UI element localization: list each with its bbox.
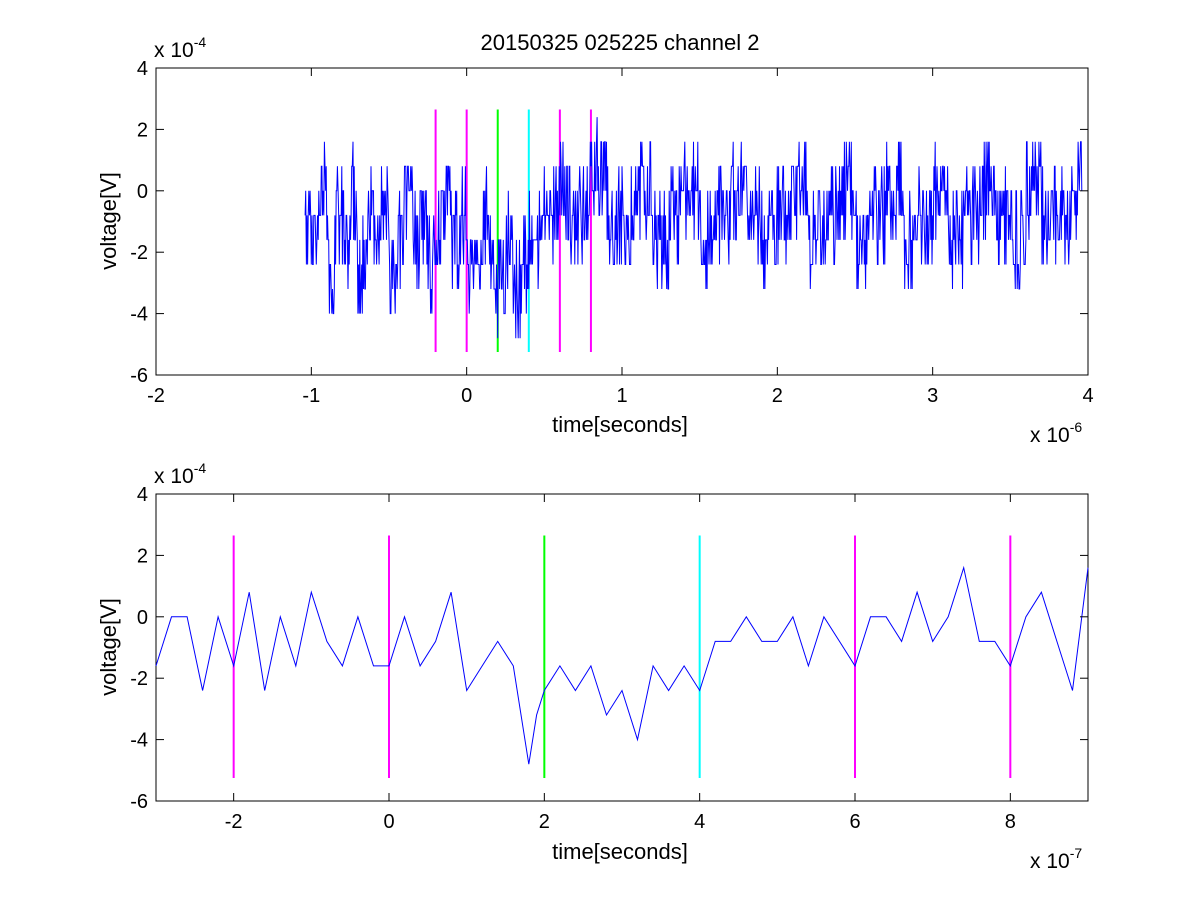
top-x-tick-label: -1 (302, 385, 320, 407)
top-y-tick-label: -2 (130, 242, 148, 264)
bottom-x-exponent: x 10-7 (1030, 845, 1082, 873)
bottom-x-tick-label: 8 (1005, 811, 1016, 833)
top-x-tick-label: 1 (616, 385, 627, 407)
bottom-y-tick-label: 4 (137, 484, 148, 506)
bottom-x-tick-label: 4 (694, 811, 705, 833)
bottom-x-tick-label: 6 (849, 811, 860, 833)
top-x-tick-label: 2 (772, 385, 783, 407)
bottom-y-tick-label: -4 (130, 730, 148, 752)
bottom-y-tick-label: -2 (130, 668, 148, 690)
top-y-tick-label: -4 (130, 304, 148, 326)
top-y-tick-label: 4 (137, 58, 148, 80)
top-x-tick-label: 3 (927, 385, 938, 407)
top-x-tick-label: 0 (461, 385, 472, 407)
top-x-tick-label: -2 (147, 385, 165, 407)
top-subplot: 20150325 025225 channel 2 -2 -1 0 1 2 3 4 4 2 0 -… (96, 30, 1094, 447)
bottom-x-tick-label: -2 (225, 811, 243, 833)
bottom-y-tick-label: -6 (130, 791, 148, 813)
bottom-x-tick-label: 2 (539, 811, 550, 833)
bottom-x-axis-label: time[seconds] (552, 839, 688, 864)
bottom-y-tick-label: 2 (137, 545, 148, 567)
top-x-axis-label: time[seconds] (552, 412, 688, 437)
bottom-x-tick-label: 0 (383, 811, 394, 833)
bottom-plot-frame (155, 493, 1089, 802)
chart-title: 20150325 025225 channel 2 (481, 30, 760, 55)
bottom-y-tick-label: 0 (137, 607, 148, 629)
top-x-exponent: x 10-6 (1030, 419, 1082, 447)
top-y-tick-label: 0 (137, 181, 148, 203)
top-y-tick-label: 2 (137, 119, 148, 141)
bottom-voltage-trace (155, 565, 1089, 765)
top-y-axis-label: voltage[V] (96, 172, 121, 270)
top-y-exponent: x 10-4 (154, 34, 206, 62)
bottom-y-exponent: x 10-4 (154, 460, 206, 488)
top-y-tick-label: -6 (130, 365, 148, 387)
bottom-subplot: -2 0 2 4 6 8 4 2 0 -2 -4 -6 time[seconds] voltage[… (96, 460, 1089, 873)
top-voltage-trace (304, 117, 1083, 339)
bottom-y-axis-label: voltage[V] (96, 598, 121, 696)
top-x-tick-label: 4 (1082, 385, 1093, 407)
